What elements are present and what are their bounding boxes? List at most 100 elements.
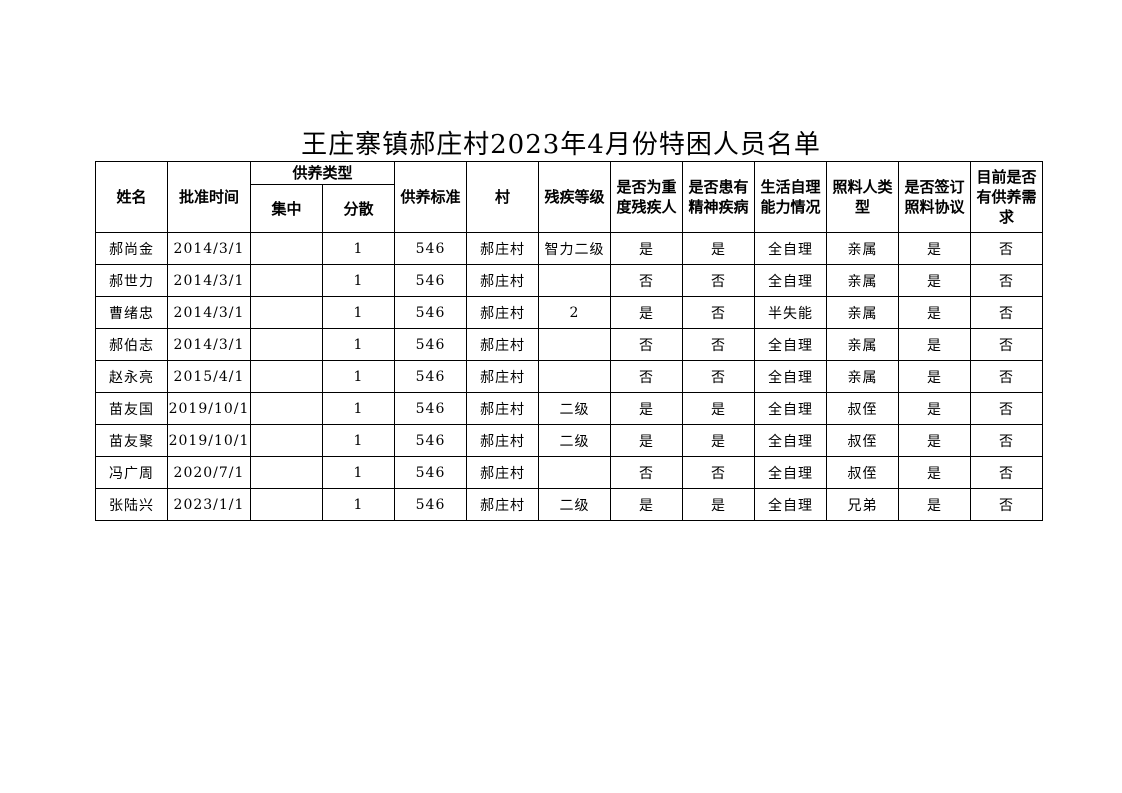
cell-caregiver-type: 兄弟 xyxy=(826,488,899,521)
header-support-type: 供养类型 xyxy=(250,161,395,185)
header-mental-illness: 是否患有精神疾病 xyxy=(682,161,755,233)
cell-support-standard: 546 xyxy=(394,296,467,329)
cell-severe-disability: 是 xyxy=(610,296,683,329)
cell-concentrated xyxy=(250,424,323,457)
cell-dispersed: 1 xyxy=(322,424,395,457)
cell-care-agreement: 是 xyxy=(898,456,971,489)
cell-concentrated xyxy=(250,328,323,361)
cell-approval-time: 2019/10/1 xyxy=(167,392,251,425)
cell-self-care: 全自理 xyxy=(754,360,827,393)
cell-disability-level: 二级 xyxy=(538,488,611,521)
cell-name: 冯广周 xyxy=(95,456,168,489)
cell-care-agreement: 是 xyxy=(898,328,971,361)
cell-care-agreement: 是 xyxy=(898,264,971,297)
cell-mental-illness: 否 xyxy=(682,328,755,361)
cell-village: 郝庄村 xyxy=(466,232,539,265)
cell-name: 曹绪忠 xyxy=(95,296,168,329)
cell-disability-level: 二级 xyxy=(538,424,611,457)
header-concentrated: 集中 xyxy=(250,184,323,233)
cell-approval-time: 2014/3/1 xyxy=(167,328,251,361)
table-row: 郝世力 2014/3/1 1 546 郝庄村否否全自理 亲属是否 xyxy=(95,264,1043,297)
cell-self-care: 半失能 xyxy=(754,296,827,329)
cell-caregiver-type: 亲属 xyxy=(826,264,899,297)
cell-self-care: 全自理 xyxy=(754,328,827,361)
table-row: 曹绪忠 2014/3/1 1 546 郝庄村 2 是否半失能 亲属是否 xyxy=(95,296,1043,329)
cell-mental-illness: 否 xyxy=(682,456,755,489)
cell-support-standard: 546 xyxy=(394,392,467,425)
cell-support-standard: 546 xyxy=(394,456,467,489)
cell-disability-level: 智力二级 xyxy=(538,232,611,265)
special-hardship-table: 姓名 批准时间 供养类型 供养标准 村 残疾等级 是否为重度残疾人 是否患有精神… xyxy=(95,161,1043,521)
cell-approval-time: 2014/3/1 xyxy=(167,296,251,329)
cell-support-need: 否 xyxy=(970,392,1043,425)
cell-concentrated xyxy=(250,456,323,489)
cell-approval-time: 2023/1/1 xyxy=(167,488,251,521)
cell-concentrated xyxy=(250,392,323,425)
cell-concentrated xyxy=(250,296,323,329)
cell-name: 张陆兴 xyxy=(95,488,168,521)
cell-village: 郝庄村 xyxy=(466,488,539,521)
cell-severe-disability: 否 xyxy=(610,456,683,489)
cell-mental-illness: 否 xyxy=(682,264,755,297)
cell-concentrated xyxy=(250,360,323,393)
cell-name: 郝世力 xyxy=(95,264,168,297)
cell-village: 郝庄村 xyxy=(466,424,539,457)
cell-support-need: 否 xyxy=(970,424,1043,457)
cell-dispersed: 1 xyxy=(322,328,395,361)
cell-village: 郝庄村 xyxy=(466,264,539,297)
header-dispersed: 分散 xyxy=(322,184,395,233)
cell-village: 郝庄村 xyxy=(466,296,539,329)
cell-concentrated xyxy=(250,232,323,265)
cell-dispersed: 1 xyxy=(322,296,395,329)
cell-severe-disability: 否 xyxy=(610,264,683,297)
header-support-need: 目前是否有供养需求 xyxy=(970,161,1043,233)
cell-support-standard: 546 xyxy=(394,488,467,521)
header-village: 村 xyxy=(466,161,539,233)
cell-dispersed: 1 xyxy=(322,488,395,521)
cell-concentrated xyxy=(250,264,323,297)
cell-support-standard: 546 xyxy=(394,232,467,265)
cell-caregiver-type: 叔侄 xyxy=(826,424,899,457)
header-self-care: 生活自理能力情况 xyxy=(754,161,827,233)
header-name: 姓名 xyxy=(95,161,168,233)
cell-village: 郝庄村 xyxy=(466,392,539,425)
header-approval-time: 批准时间 xyxy=(167,161,251,233)
cell-support-need: 否 xyxy=(970,488,1043,521)
cell-support-standard: 546 xyxy=(394,328,467,361)
cell-support-need: 否 xyxy=(970,296,1043,329)
cell-self-care: 全自理 xyxy=(754,424,827,457)
cell-severe-disability: 是 xyxy=(610,488,683,521)
cell-mental-illness: 是 xyxy=(682,424,755,457)
cell-disability-level: 2 xyxy=(538,296,611,329)
cell-disability-level xyxy=(538,328,611,361)
cell-care-agreement: 是 xyxy=(898,296,971,329)
cell-care-agreement: 是 xyxy=(898,488,971,521)
table-row: 冯广周 2020/7/1 1 546 郝庄村否否全自理 叔侄是否 xyxy=(95,456,1043,489)
cell-caregiver-type: 叔侄 xyxy=(826,392,899,425)
cell-caregiver-type: 亲属 xyxy=(826,296,899,329)
cell-dispersed: 1 xyxy=(322,392,395,425)
cell-concentrated xyxy=(250,488,323,521)
cell-caregiver-type: 亲属 xyxy=(826,360,899,393)
cell-care-agreement: 是 xyxy=(898,232,971,265)
cell-approval-time: 2014/3/1 xyxy=(167,264,251,297)
cell-care-agreement: 是 xyxy=(898,360,971,393)
header-disability-level: 残疾等级 xyxy=(538,161,611,233)
cell-self-care: 全自理 xyxy=(754,488,827,521)
cell-mental-illness: 否 xyxy=(682,360,755,393)
cell-village: 郝庄村 xyxy=(466,328,539,361)
cell-care-agreement: 是 xyxy=(898,424,971,457)
cell-dispersed: 1 xyxy=(322,360,395,393)
cell-approval-time: 2020/7/1 xyxy=(167,456,251,489)
cell-approval-time: 2014/3/1 xyxy=(167,232,251,265)
cell-disability-level xyxy=(538,456,611,489)
cell-mental-illness: 是 xyxy=(682,232,755,265)
cell-severe-disability: 是 xyxy=(610,424,683,457)
cell-village: 郝庄村 xyxy=(466,360,539,393)
cell-name: 赵永亮 xyxy=(95,360,168,393)
table-row: 赵永亮 2015/4/1 1 546 郝庄村否否全自理 亲属是否 xyxy=(95,360,1043,393)
cell-dispersed: 1 xyxy=(322,456,395,489)
cell-disability-level xyxy=(538,264,611,297)
cell-name: 苗友国 xyxy=(95,392,168,425)
cell-name: 苗友聚 xyxy=(95,424,168,457)
